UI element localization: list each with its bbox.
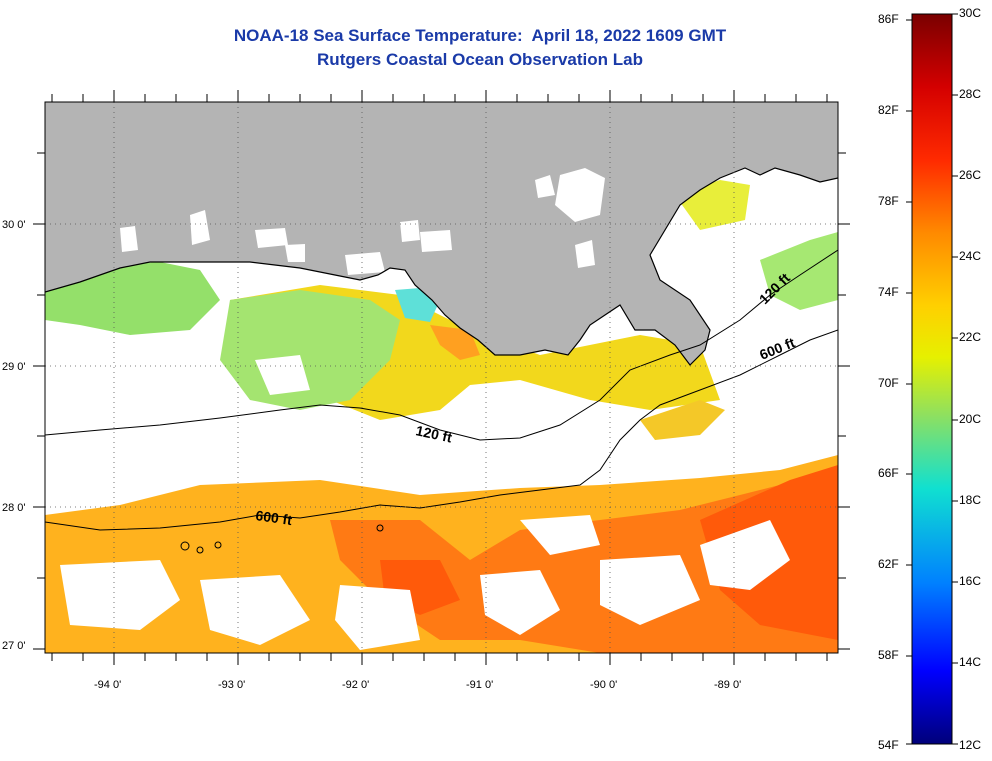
map-subtitle: Rutgers Coastal Ocean Observation Lab bbox=[317, 50, 643, 69]
colorbar-label-c: 26C bbox=[959, 168, 982, 182]
contour-120ft bbox=[45, 249, 838, 441]
lon-tick-label: -93 0' bbox=[218, 679, 245, 691]
colorbar-label-f: 70F bbox=[878, 376, 899, 390]
lat-tick-label: 29 0' bbox=[2, 361, 26, 373]
lake-cloud bbox=[535, 175, 555, 198]
lon-tick-label: -90 0' bbox=[590, 679, 617, 691]
lake-cloud bbox=[120, 226, 138, 252]
tick-marks bbox=[33, 90, 850, 665]
sst-green-east bbox=[760, 232, 838, 310]
colorbar-label-c: 16C bbox=[959, 574, 982, 588]
contour-600ft bbox=[45, 329, 838, 531]
colorbar-label-c: 18C bbox=[959, 493, 982, 507]
cloud-patch bbox=[700, 520, 790, 590]
lon-tick-label: -94 0' bbox=[94, 679, 121, 691]
lake-cloud bbox=[345, 252, 385, 275]
lon-tick-label: -92 0' bbox=[342, 679, 369, 691]
cloud-patch bbox=[60, 560, 180, 630]
sst-warm-river-outflow bbox=[430, 325, 480, 360]
colorbar bbox=[911, 13, 953, 745]
cloud-patch bbox=[480, 570, 560, 635]
colorbar-label-f: 62F bbox=[878, 557, 899, 571]
lake-cloud bbox=[400, 220, 420, 242]
colorbar-label-c: 24C bbox=[959, 249, 982, 263]
colorbar-label-f: 58F bbox=[878, 648, 899, 662]
colorbar-label-c: 22C bbox=[959, 330, 982, 344]
colorbar-ticks bbox=[906, 13, 958, 745]
lon-tick-label: -89 0' bbox=[714, 679, 741, 691]
map-title: NOAA-18 Sea Surface Temperature: April 1… bbox=[233, 26, 727, 45]
grid-lines bbox=[45, 102, 838, 653]
lat-tick-label: 30 0' bbox=[2, 219, 26, 231]
cloud-patch bbox=[600, 555, 700, 625]
lake-cloud bbox=[190, 210, 210, 245]
colorbar-label-f: 86F bbox=[878, 12, 899, 26]
contour-label: 120 ft bbox=[414, 422, 453, 445]
sst-green-west bbox=[45, 262, 220, 335]
cloud-patch bbox=[335, 585, 420, 650]
coastline bbox=[45, 167, 838, 366]
lake-cloud bbox=[420, 230, 452, 252]
colorbar-label-f: 54F bbox=[878, 738, 899, 752]
colorbar-label-f: 74F bbox=[878, 285, 899, 299]
colorbar-label-c: 20C bbox=[959, 412, 982, 426]
lake-cloud bbox=[285, 244, 305, 262]
colorbar-label-c: 12C bbox=[959, 738, 982, 752]
sst-yellow-patch-east bbox=[640, 400, 725, 440]
lake-cloud bbox=[575, 240, 595, 268]
colorbar-label-f: 82F bbox=[878, 103, 899, 117]
cloud-patch bbox=[200, 575, 310, 645]
colorbar-label-c: 14C bbox=[959, 655, 982, 669]
map-field bbox=[45, 102, 838, 653]
map-frame bbox=[44, 101, 839, 654]
lon-tick-label: -91 0' bbox=[466, 679, 493, 691]
colorbar-label-c: 28C bbox=[959, 87, 982, 101]
colorbar-label-f: 78F bbox=[878, 194, 899, 208]
lat-tick-label: 27 0' bbox=[2, 640, 26, 652]
colorbar-label-c: 30C bbox=[959, 6, 982, 20]
cloud-patch bbox=[520, 515, 600, 555]
lat-tick-label: 28 0' bbox=[2, 502, 26, 514]
contour-label: 600 ft bbox=[255, 507, 294, 528]
cloud-patch bbox=[45, 420, 640, 480]
cloud-patch bbox=[255, 355, 310, 395]
colorbar-label-f: 66F bbox=[878, 466, 899, 480]
lake-cloud bbox=[555, 168, 605, 222]
map-title-block: NOAA-18 Sea Surface Temperature: April 1… bbox=[150, 24, 810, 72]
lake-cloud bbox=[255, 228, 288, 248]
